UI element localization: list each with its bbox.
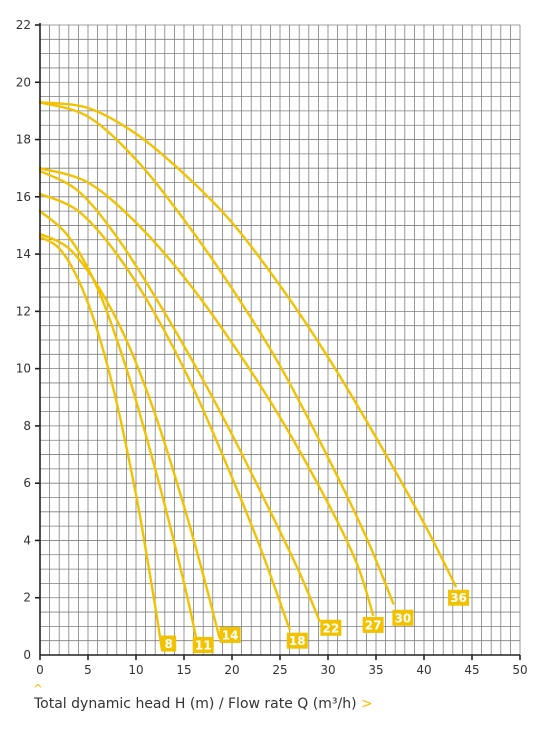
- y-tick-label: 6: [23, 476, 31, 490]
- x-tick-label: 40: [416, 663, 431, 677]
- y-tick-label: 14: [16, 247, 31, 261]
- x-tick-label: 20: [224, 663, 239, 677]
- curve-tag-box: [286, 632, 308, 649]
- curve-tag-box: [161, 635, 177, 652]
- y-tick-label: 12: [16, 304, 31, 318]
- series-line-36: [38, 101, 457, 588]
- curve-tag-box: [192, 636, 214, 653]
- curve-tag-box: [219, 626, 241, 643]
- x-axis-label-text: Total dynamic head H (m) / Flow rate Q (…: [34, 696, 357, 712]
- x-tick-label: 35: [368, 663, 383, 677]
- curve-tag-18: 18: [286, 632, 308, 649]
- curve-tag-text: 22: [323, 621, 340, 635]
- y-tick-label: 18: [16, 133, 31, 147]
- curve-tag-11: 11: [192, 636, 214, 653]
- chevron-right-icon[interactable]: >: [361, 696, 373, 712]
- x-tick-label: 5: [84, 663, 92, 677]
- series-line-14: [38, 232, 221, 639]
- axes: [35, 23, 521, 660]
- x-tick-label: 0: [36, 663, 44, 677]
- x-axis-label: Total dynamic head H (m) / Flow rate Q (…: [34, 696, 373, 712]
- y-tick-label: 22: [16, 18, 31, 32]
- curve-tag-box: [448, 589, 470, 606]
- y-tick-label: 20: [16, 75, 31, 89]
- curve-tag-30: 30: [392, 609, 414, 626]
- curve-labels: 8 11 14 18 22 27 30 36: [161, 589, 470, 653]
- series-line-30: [38, 101, 395, 605]
- x-tick-label: 10: [128, 663, 143, 677]
- x-tick-label: 15: [176, 663, 191, 677]
- curve-tag-text: 36: [450, 591, 467, 605]
- curve-tag-box: [392, 609, 414, 626]
- x-tick-label: 25: [272, 663, 287, 677]
- series-line-18: [38, 192, 291, 631]
- x-tick-label: 50: [512, 663, 527, 677]
- curve-tag-8: 8: [161, 635, 177, 652]
- series-line-11: [38, 209, 200, 651]
- y-tick-label: 2: [23, 591, 31, 605]
- curve-tag-14: 14: [219, 626, 241, 643]
- y-tick-label: 8: [23, 419, 31, 433]
- x-tick-label: 45: [464, 663, 479, 677]
- tick-labels: 0 5 10 15 20 25 30 35 40 45 50 0 2 4 6 8 10 12 14 16 18 20 22: [16, 18, 528, 677]
- curve-tag-text: 27: [365, 618, 382, 632]
- curve-tag-text: 18: [289, 634, 306, 648]
- scroll-up-caret[interactable]: ^: [33, 682, 44, 696]
- y-tick-label: 0: [23, 648, 31, 662]
- curve-tag-text: 8: [164, 637, 172, 651]
- curve-tag-box: [320, 619, 342, 636]
- curve-tag-27: 27: [362, 616, 384, 633]
- curve-tag-text: 11: [195, 638, 212, 652]
- curve-tag-text: 30: [395, 611, 412, 625]
- curve-tag-22: 22: [320, 619, 342, 636]
- series-line-8: [38, 235, 164, 651]
- curve-tag-box: [362, 616, 384, 633]
- x-tick-label: 30: [320, 663, 335, 677]
- y-tick-label: 16: [16, 190, 31, 204]
- y-tick-label: 10: [16, 362, 31, 376]
- series-line-27: [38, 167, 375, 617]
- y-tick-label: 4: [23, 533, 31, 547]
- series-line-22: [38, 169, 321, 622]
- series-curves: [38, 101, 457, 651]
- curve-tag-text: 14: [222, 628, 239, 642]
- curve-tag-36: 36: [448, 589, 470, 606]
